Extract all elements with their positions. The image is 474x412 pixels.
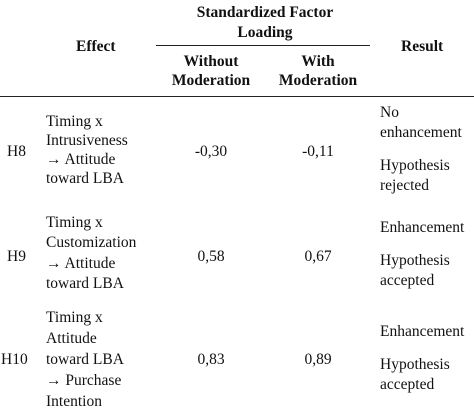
row-h10-effect-line3: toward LBA: [46, 351, 124, 368]
row-h10-id: H10: [1, 351, 28, 368]
row-h9-with-value: 0,67: [304, 248, 332, 265]
header-without-line1: Without: [183, 53, 239, 70]
row-h9-effect-line4: toward LBA: [46, 275, 124, 292]
header-subdivider: [156, 45, 370, 46]
header-with-line2: Moderation: [278, 72, 358, 89]
row-h8-with-value: -0,11: [302, 143, 334, 160]
row-h8-result-line2: enhancement: [380, 124, 462, 141]
row-h8-effect-line1: Timing x: [46, 113, 103, 130]
row-h9-effect-line1: Timing x: [46, 214, 103, 231]
row-h10-effect-line1: Timing x: [46, 309, 103, 326]
row-h10-result-line3: accepted: [380, 376, 435, 393]
row-h10-effect-line2: Attitude: [46, 330, 97, 347]
row-h8-effect-line2: Intrusiveness: [46, 132, 128, 149]
row-h8-id: H8: [7, 143, 26, 160]
row-h10-effect-line5: Intention: [46, 393, 102, 410]
header-result: Result: [401, 38, 444, 55]
row-h9-result-line3: accepted: [380, 272, 435, 289]
header-standardized-factor-line1: Standardized Factor: [196, 4, 334, 21]
row-h8-result-line1: No: [380, 104, 399, 121]
row-h10-result-line1: Enhancement: [380, 323, 465, 340]
row-h8-effect-line3: → Attitude: [46, 151, 116, 168]
header-with-line1: With: [301, 53, 335, 70]
row-h9-effect-line3: → Attitude: [46, 255, 116, 272]
header-without-line2: Moderation: [171, 72, 251, 89]
row-h9-result-line1: Enhancement: [380, 219, 465, 236]
row-h9-id: H9: [7, 248, 26, 265]
row-h8-result-line3: Hypothesis: [380, 157, 450, 174]
row-h10-without-value: 0,83: [197, 351, 225, 368]
row-h10-effect-line4: → Purchase: [46, 372, 122, 389]
row-h9-without-value: 0,58: [197, 248, 225, 265]
row-h8-without-value: -0,30: [194, 143, 228, 160]
header-bottom-rule: [0, 96, 474, 97]
row-h8-effect-line4: toward LBA: [46, 170, 124, 187]
row-h9-result-line2: Hypothesis: [380, 252, 450, 269]
header-standardized-factor-line2: Loading: [237, 24, 293, 41]
header-effect: Effect: [76, 38, 116, 55]
row-h10-result-line2: Hypothesis: [380, 356, 450, 373]
row-h10-with-value: 0,89: [304, 351, 332, 368]
row-h9-effect-line2: Customization: [46, 234, 137, 251]
row-h8-result-line4: rejected: [380, 177, 430, 194]
